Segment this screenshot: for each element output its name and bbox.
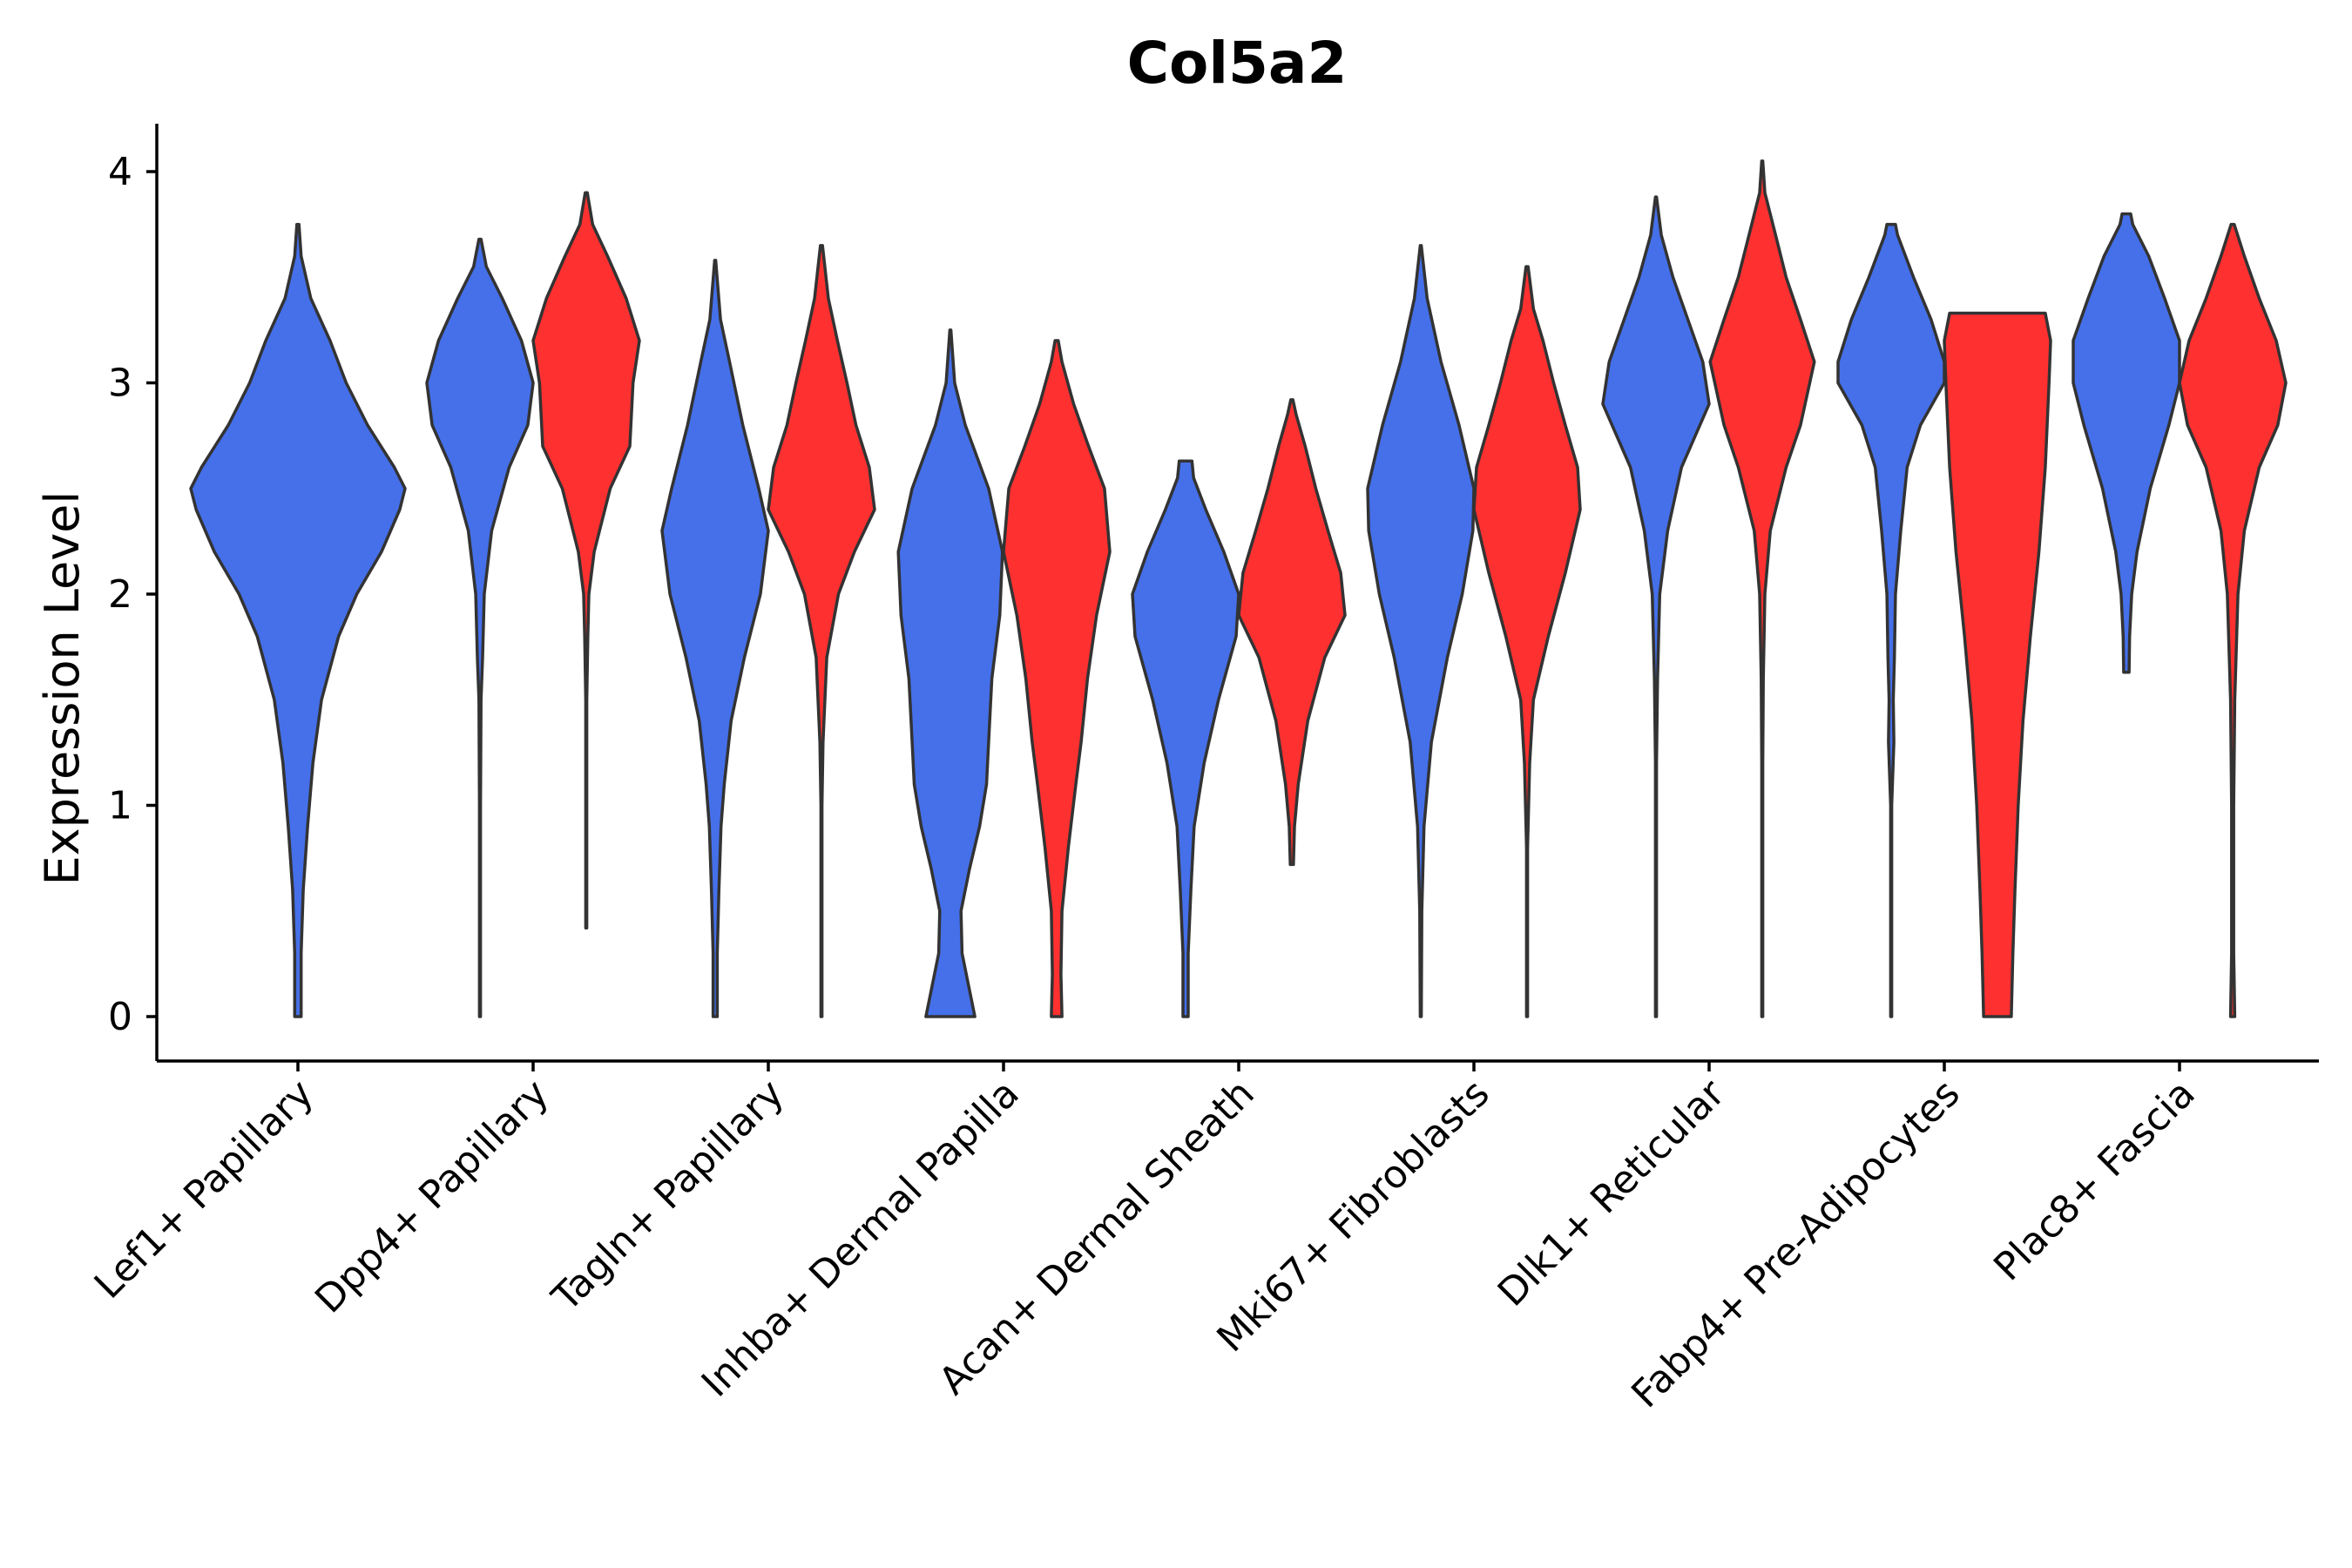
violin-dlk1-reticular-series-1 [1601, 195, 1711, 1018]
violin-tagln-papillary-series-1 [660, 259, 770, 1018]
x-tick-label: Lef1+ Papillary [86, 1071, 322, 1308]
x-tick-label: Dlk1+ Reticular [1490, 1071, 1734, 1315]
y-axis-label: Expression Level [35, 491, 90, 886]
violin-tagln-papillary-series-2 [767, 244, 876, 1018]
violin-plac8-fascia-series-1 [2072, 212, 2181, 674]
violin-mki67-fibroblasts-series-2 [1472, 265, 1582, 1018]
y-tick-label: 0 [108, 995, 132, 1039]
violin-inhba-dermal-papilla-series-2 [1002, 339, 1112, 1018]
violin-plac8-fascia-series-2 [2178, 222, 2288, 1018]
violin-lef1-papillary-series-1 [189, 222, 407, 1018]
y-ticks: 0 1 2 3 4 [108, 150, 157, 1039]
violin-inhba-dermal-papilla-series-1 [896, 328, 1004, 1018]
chart-title: Col5a2 [1127, 30, 1348, 97]
x-tick-label: Mki67+ Fibroblasts [1208, 1071, 1497, 1361]
violin-acan-dermal-sheath-series-2 [1237, 398, 1347, 867]
violin-acan-dermal-sheath-series-1 [1131, 459, 1240, 1018]
y-tick-label: 4 [108, 150, 132, 194]
y-tick-label: 1 [108, 784, 132, 828]
violin-dpp4-papillary-series-1 [425, 237, 535, 1018]
violins-layer [189, 159, 2288, 1018]
violin-fabp4-pre-adipocytes-series-1 [1836, 222, 1946, 1018]
violin-dpp4-papillary-series-2 [531, 191, 641, 929]
violin-fabp4-pre-adipocytes-series-2 [1943, 311, 2052, 1018]
y-tick-label: 2 [108, 572, 132, 617]
x-tick-label: Plac8+ Fascia [1985, 1071, 2204, 1290]
violin-dlk1-reticular-series-2 [1708, 159, 1816, 1018]
violin-mki67-fibroblasts-series-1 [1366, 244, 1476, 1018]
x-tick-label: Dpp4+ Papillary [307, 1071, 558, 1322]
x-tick-label: Tagln+ Papillary [544, 1071, 793, 1321]
y-tick-label: 3 [108, 362, 132, 406]
